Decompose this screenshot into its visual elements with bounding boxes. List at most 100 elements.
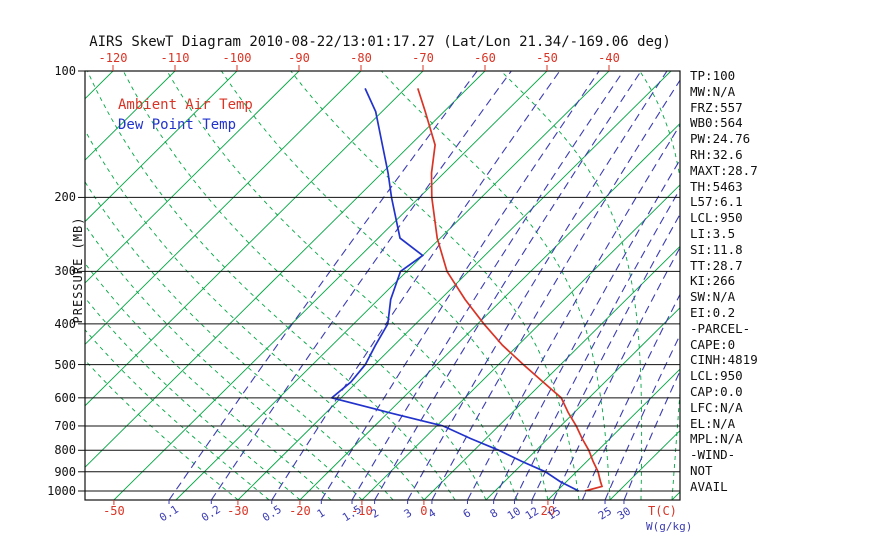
top-temp-label: -110 [160,51,190,65]
stat-line: L57:6.1 [690,194,743,210]
pressure-label: 300 [54,264,76,279]
mixing-ratio-line [168,71,478,500]
mixing-ratio-line [431,79,680,500]
mixing-ratio-line [553,246,680,500]
pressure-label: 500 [54,357,76,372]
stat-line: EI:0.2 [690,304,736,320]
top-temp-label: -40 [598,51,620,65]
moist-adiabat-line [85,359,239,500]
top-temp-label: -70 [412,51,434,65]
top-temp-label: -50 [536,51,558,65]
temp-unit-label: T(C) [648,504,677,518]
stat-line: AVAIL [690,478,728,494]
moist-adiabat-line [85,297,301,500]
isotherm-line [547,368,680,500]
stat-line: PW:24.76 [690,131,751,147]
stats-panel: TP:100 MW:N/A FRZ:557 WB0:564 PW:24.76 RH:32.… [690,68,758,495]
stat-line: RH:32.6 [690,146,743,162]
pressure-label: 800 [54,443,76,458]
moist-adiabat-line [639,71,680,500]
pressure-label: 900 [54,464,76,479]
stat-line: -PARCEL- [690,320,751,336]
bottom-temp-label: -20 [289,504,311,518]
moist-adiabat-line [221,71,549,500]
moist-adiabat-line [381,71,611,500]
isotherm-line [85,71,486,468]
chart-title: AIRS SkewT Diagram 2010-08-22/13:01:17.2… [89,34,671,50]
bottom-temp-label: 20 [540,504,556,518]
isotherm-line [0,71,51,500]
mixing-ratio-line [467,124,680,500]
mixing-ratio-line [514,187,680,500]
pressure-label: 400 [54,316,76,331]
stat-line: NOT [690,462,713,478]
sounding-dew-point-temp [329,88,580,492]
moist-adiabat-line [85,180,394,500]
stat-line: TH:5463 [690,178,743,194]
moist-adiabat-line [85,129,425,500]
isotherm-line [299,122,680,500]
moist-adiabat-line [500,71,643,500]
moist-adiabat-line [290,71,580,500]
isotherm-line [175,71,610,500]
moist-adiabat-line [85,262,332,500]
moist-adiabat-line [86,71,456,500]
isotherm-line [85,71,300,284]
mixing-ratio-line [531,213,680,500]
stat-line: LI:3.5 [690,225,736,241]
bottom-temp-label: 0 [420,504,428,518]
mixing-ratio-line [210,71,512,500]
isotherm-line [85,71,176,161]
legend-ambient-air-temp: Ambient Air Temp [118,97,253,113]
pressure-label: 600 [54,390,76,405]
stat-line: MW:N/A [690,83,736,99]
isotherm-line [237,71,672,500]
pressure-label: 700 [54,418,76,433]
moist-adiabat-line [122,71,487,500]
stat-line: CAPE:0 [690,336,736,352]
top-temp-label: -90 [288,51,310,65]
stat-line: MPL:N/A [690,431,743,447]
mixing-ratio-line [374,71,642,500]
isotherm-line [113,71,548,500]
stat-line: SW:N/A [690,289,736,305]
isotherm-line [485,307,680,500]
mixing-ratio-line [493,158,680,500]
legend-dew-point-temp: Dew Point Temp [118,117,237,133]
plot-frame [84,70,681,501]
bottom-temp-label: -50 [103,504,125,518]
mixing-ratio-line [581,293,680,500]
top-temp-label: -60 [474,51,496,65]
pressure-label: 100 [54,64,76,78]
mixing-ratio-unit-label: W(g/kg) [646,520,693,533]
moist-adiabat-line [85,224,363,500]
bottom-temp-label: -30 [227,504,249,518]
stat-line: CINH:4819 [690,352,758,368]
stat-line: FRZ:557 [690,99,743,115]
isotherm-line [85,71,114,100]
stat-line: MAXT:28.7 [690,162,758,178]
mixing-ratio-line [271,71,561,500]
stat-line: WB0:564 [690,115,743,131]
top-temp-label: -80 [350,51,372,65]
stat-line: -WIND- [690,447,736,463]
isotherm-line [361,184,680,500]
mixing-ratio-line [320,71,600,500]
pressure-label: 1000 [47,484,76,498]
moist-adiabat-line [166,71,518,500]
stat-line: TT:28.7 [690,257,743,273]
moist-adiabat-line [85,329,270,500]
pressure-label: 200 [54,190,76,205]
stat-line: CAP:0.0 [690,383,743,399]
top-temp-label: -120 [98,51,128,65]
stat-line: KI:266 [690,273,736,289]
isotherm-line [85,71,238,223]
isotherm-line [85,71,424,407]
plot-grid [0,71,680,500]
stat-line: TP:100 [690,68,736,83]
stat-line: LFC:N/A [690,399,743,415]
top-temp-label: -100 [222,51,252,65]
stat-line: LCL:950 [690,210,743,226]
